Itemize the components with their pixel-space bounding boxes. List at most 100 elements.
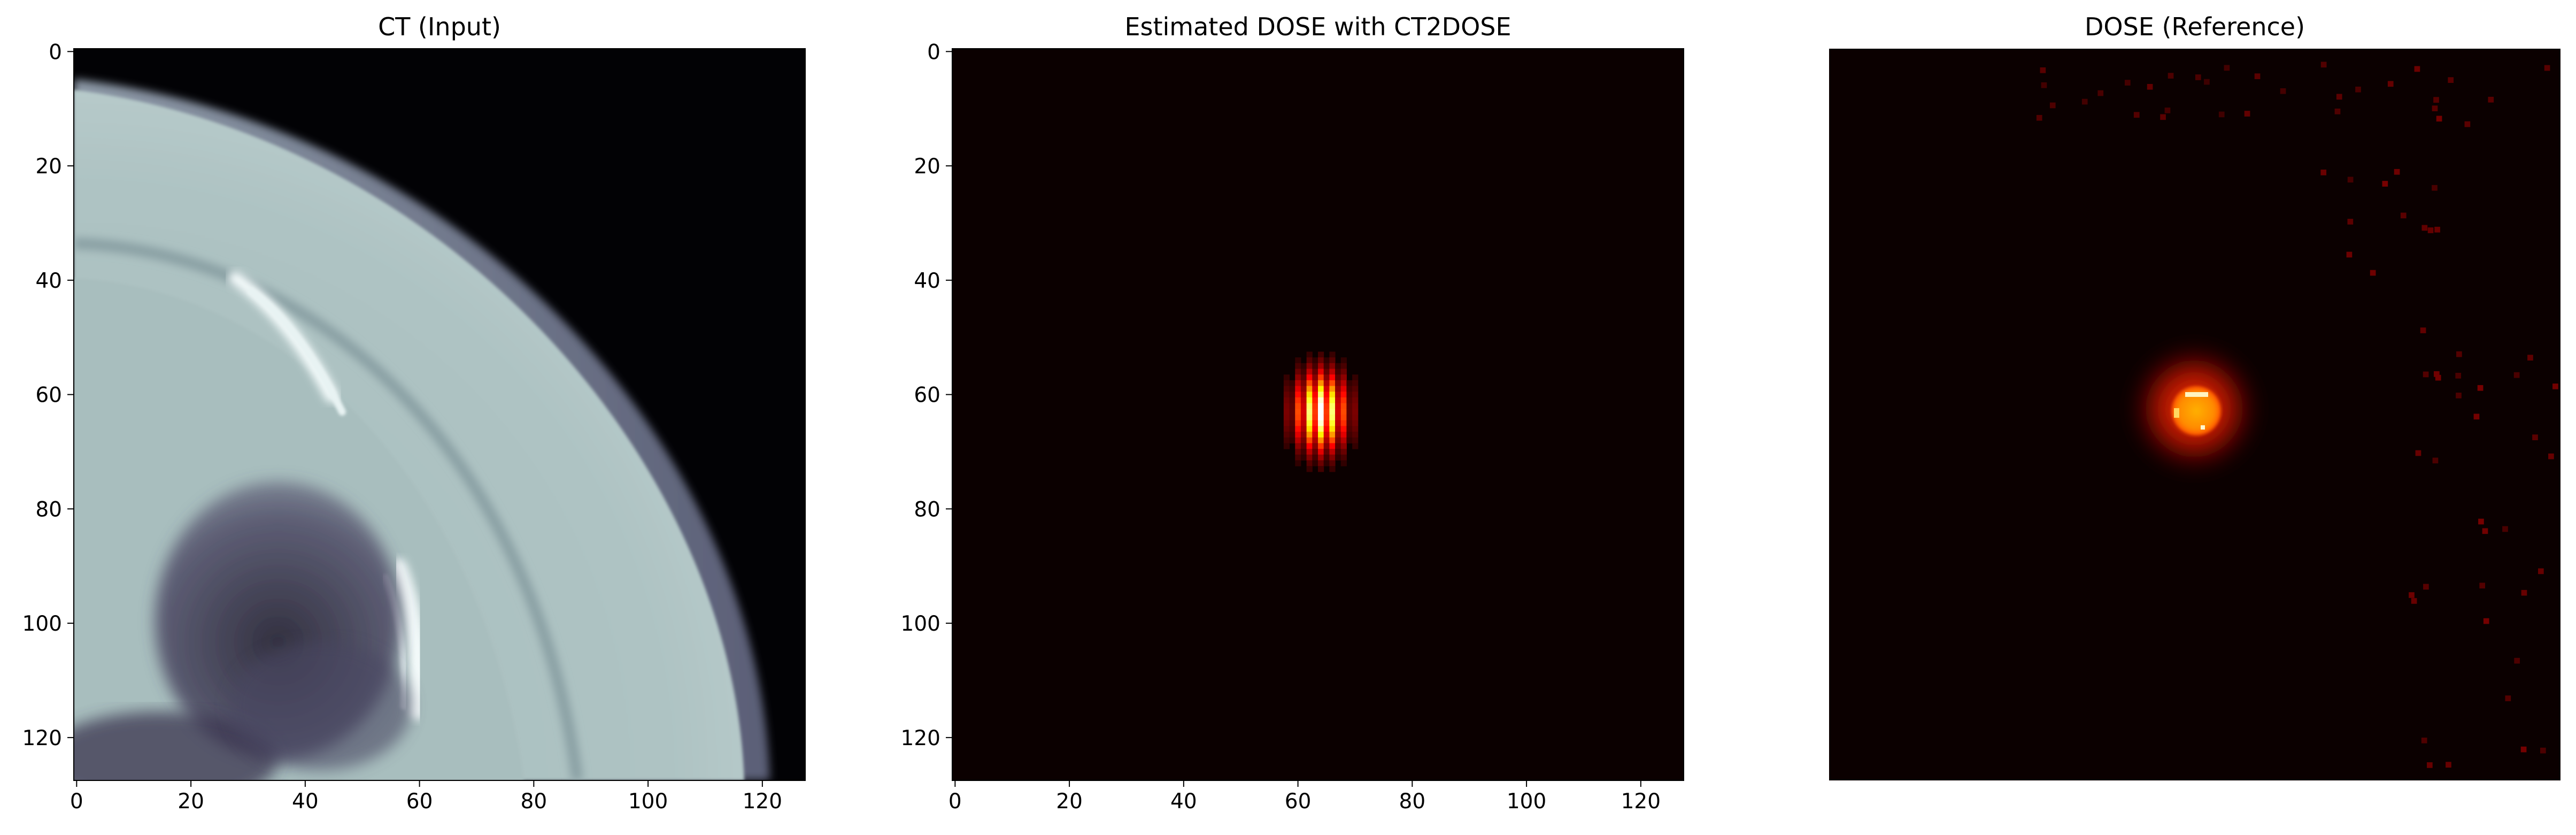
dose-pixel <box>1318 443 1324 449</box>
noise-speck <box>2552 384 2558 389</box>
dose-pixel <box>1335 426 1341 432</box>
dose-pixel <box>1312 374 1318 381</box>
panel-title: DOSE (Reference) <box>2085 12 2305 41</box>
noise-speck <box>2370 270 2376 276</box>
panel-ct-input: CT (Input) 0 20 40 60 80 100 120 0 20 40 60 80 100 12… <box>22 12 806 814</box>
dose-pixel <box>1295 432 1301 438</box>
dose-pixel <box>1318 432 1324 438</box>
noise-speck <box>2482 528 2488 534</box>
dose-pixel <box>1352 415 1359 421</box>
dose-pixel <box>1289 392 1295 398</box>
dose-pixel <box>1340 363 1347 369</box>
dose-pixel <box>1306 443 1313 449</box>
dose-pixel <box>1306 432 1313 438</box>
dose-pixel <box>1300 454 1307 461</box>
y-tick-label: 20 <box>35 155 62 179</box>
dose-pixel <box>1318 426 1324 432</box>
dose-pixel <box>1323 409 1330 415</box>
noise-speck <box>2473 413 2480 420</box>
noise-speck <box>2320 170 2327 175</box>
noise-speck <box>2347 177 2354 183</box>
dose-pixel <box>1312 392 1318 398</box>
dose-pixel <box>1352 432 1359 438</box>
noise-speck <box>2204 79 2210 85</box>
dose-pixel <box>1289 426 1295 432</box>
dose-pixel <box>1295 392 1301 398</box>
dose-pixel <box>1306 403 1313 409</box>
noise-speck <box>2387 81 2394 87</box>
dose-pixel <box>1329 454 1336 461</box>
dose-pixel <box>1289 409 1295 415</box>
dose-pixel <box>1352 386 1359 392</box>
dose-pixel <box>1289 403 1295 409</box>
dose-pixel <box>1300 420 1307 426</box>
dose-pixel <box>1295 454 1301 461</box>
dose-pixel <box>1312 397 1318 404</box>
noise-speck <box>2505 695 2511 701</box>
dose-pixel <box>1295 460 1301 466</box>
dose-pixel <box>1340 432 1347 438</box>
noise-speck <box>2421 225 2428 231</box>
dose-pixel <box>1300 386 1307 392</box>
noise-speck <box>2124 80 2131 86</box>
x-tick-label: 20 <box>178 790 204 814</box>
dose-pixel <box>1300 415 1307 421</box>
dose-pixel <box>1318 386 1324 392</box>
dose-pixel <box>1335 392 1341 398</box>
x-tick-label: 80 <box>521 790 547 814</box>
dose-pixel <box>1312 369 1318 375</box>
dose-pixel <box>1289 397 1295 404</box>
dose-pixel <box>1318 351 1324 358</box>
dose-pixel <box>1335 415 1341 421</box>
dose-pixel <box>1335 454 1341 461</box>
dose-pixel <box>1300 443 1307 449</box>
noise-speck <box>2514 657 2520 664</box>
dose-pixel <box>1306 449 1313 455</box>
noise-speck <box>2081 98 2088 105</box>
dose-pixel <box>1283 403 1290 409</box>
dose-pixel <box>1323 380 1330 387</box>
x-tick-label: 120 <box>1621 790 1661 814</box>
dose-pixel <box>1340 357 1347 364</box>
axes: 0 20 40 60 80 100 120 0 20 40 60 80 100 120 <box>22 40 783 814</box>
dose-pixel <box>1289 432 1295 438</box>
dose-pixel <box>1312 449 1318 455</box>
dose-pixel <box>1329 386 1336 392</box>
noise-speck <box>2168 73 2174 79</box>
dose-pixel <box>1340 380 1347 387</box>
dose-pixel <box>1335 403 1341 409</box>
dose-pixel <box>1340 460 1347 466</box>
dose-pixel <box>1312 386 1318 392</box>
noise-speck <box>2409 592 2415 598</box>
noise-speck <box>2432 105 2438 112</box>
dose-pixel <box>1335 449 1341 455</box>
noise-speck <box>2456 351 2462 357</box>
dose-pixel <box>1312 454 1318 461</box>
dose-pixel <box>1295 420 1301 426</box>
y-tick-label: 80 <box>914 497 940 522</box>
dose-pixel <box>1329 392 1336 398</box>
dose-pixel <box>1300 397 1307 404</box>
noise-speck <box>2455 372 2462 379</box>
dose-pixel <box>1295 363 1301 369</box>
dose-pixel <box>1283 426 1290 432</box>
dose-pixel <box>1329 449 1336 455</box>
dose-pixel <box>1306 392 1313 398</box>
noise-speck <box>2520 746 2527 753</box>
dose-pixel <box>1318 380 1324 387</box>
noise-speck <box>2432 457 2439 464</box>
dose-pixel <box>1283 437 1290 443</box>
noise-speck <box>2280 88 2286 94</box>
dose-pixel <box>1346 426 1353 432</box>
y-tick-label: 0 <box>927 40 940 64</box>
dose-pixel <box>1306 460 1313 466</box>
noise-speck <box>2435 374 2441 381</box>
noise-speck <box>2320 62 2327 68</box>
dose-pixel <box>1295 369 1301 375</box>
dose-pixel <box>1340 426 1347 432</box>
dose-pixel <box>1329 403 1336 409</box>
noise-speck <box>2036 114 2042 121</box>
dose-pixel <box>1306 420 1313 426</box>
dose-pixel <box>1318 409 1324 415</box>
dose-pixel <box>1340 386 1347 392</box>
